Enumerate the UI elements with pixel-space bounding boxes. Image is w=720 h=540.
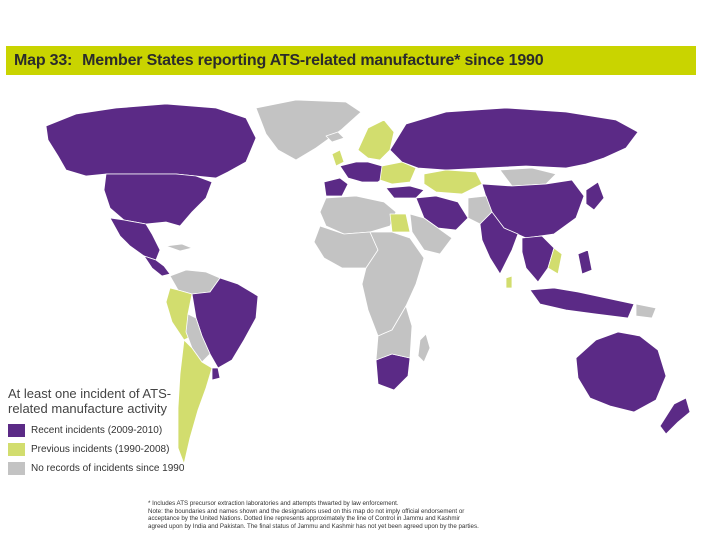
footnote-line: agreed upon by India and Pakistan. The f… [148,522,479,530]
legend-item-previous: Previous incidents (1990-2008) [8,441,268,457]
legend-item-none: No records of incidents since 1990 [8,460,268,476]
region-central-america [143,255,171,277]
country-sri-lanka [505,275,513,289]
map-legend: At least one incident of ATS-related man… [8,386,268,479]
footnote-line: acceptance by the United Nations. Dotted… [148,515,460,523]
region-indonesia-malaysia [529,287,635,319]
country-new-zealand [659,397,691,435]
country-madagascar [417,333,431,363]
region-southern-africa [375,305,413,361]
region-southeast-asia [521,235,555,283]
legend-label-previous: Previous incidents (1990-2008) [31,443,170,455]
region-korea-japan [585,181,605,211]
country-philippines [577,249,593,275]
legend-label-recent: Recent incidents (2009-2010) [31,424,163,436]
country-papua-new-guinea [635,303,657,319]
map-title-bar: Map 33: Member States reporting ATS-rela… [6,46,696,75]
region-arabian-peninsula [409,213,453,255]
footnote-line: * Includes ATS precursor extraction labo… [148,500,399,507]
country-greenland [255,99,362,161]
country-united-states [103,173,213,227]
legend-swatch-previous [8,442,25,456]
world-map [6,78,696,540]
region-iberia [323,177,349,197]
legend-item-recent: Recent incidents (2009-2010) [8,422,268,438]
region-bolivia-paraguay [185,313,211,363]
country-egypt [389,213,411,233]
legend-swatch-none [8,461,25,475]
country-india [479,211,519,275]
legend-heading: At least one incident of ATS-related man… [8,386,172,416]
country-south-africa [375,353,411,391]
country-iceland [325,131,345,143]
map-title: Member States reporting ATS-related manu… [82,51,544,69]
country-uruguay [211,367,221,381]
region-central-asia [423,169,483,195]
legend-label-none: No records of incidents since 1990 [31,462,185,474]
region-indochina [547,247,563,275]
map-number: Map 33: [14,51,73,69]
country-australia [575,331,667,413]
country-mongolia [499,167,557,187]
region-scandinavia [357,119,395,161]
region-north-africa [319,195,397,235]
region-western-europe [339,161,387,183]
country-canada [45,103,257,179]
country-mexico [109,217,161,261]
region-argentina-chile [177,339,213,465]
world-map-svg [45,99,691,465]
legend-swatch-recent [8,423,25,437]
country-turkey [385,185,425,199]
map-footnote: * Includes ATS precursor extraction labo… [148,500,618,530]
country-united-kingdom [331,149,345,167]
country-russia [389,107,639,171]
region-caribbean [165,243,193,252]
footnote-line: Note: the boundaries and names shown and… [148,507,465,515]
